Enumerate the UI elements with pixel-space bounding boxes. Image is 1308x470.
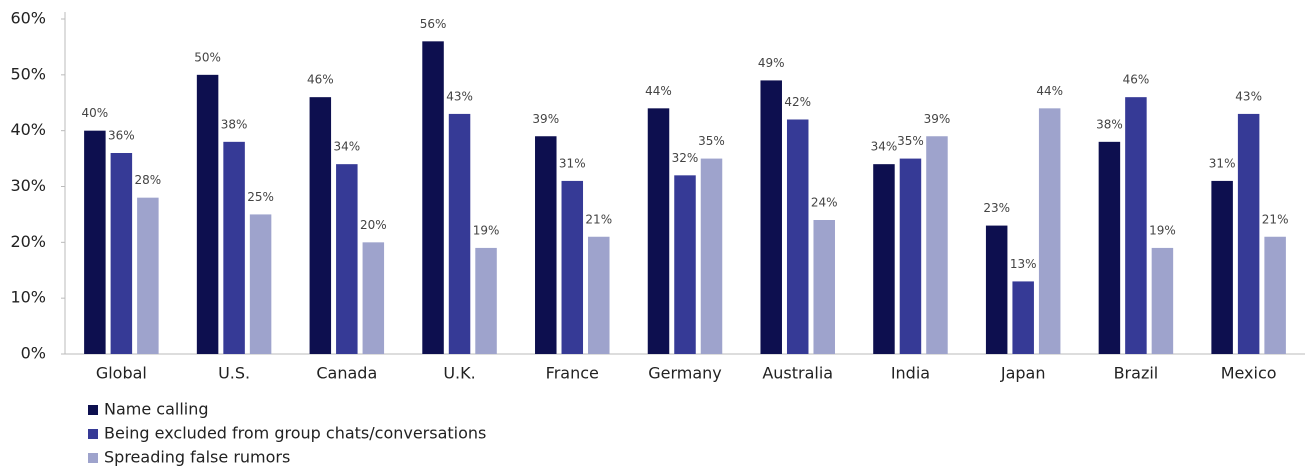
bar	[309, 97, 332, 355]
value-label: 32%	[672, 151, 699, 165]
x-tick-label: Germany	[648, 364, 722, 383]
legend-swatch	[88, 405, 98, 415]
value-label: 34%	[333, 140, 360, 154]
bar	[223, 141, 245, 354]
bar	[985, 225, 1008, 354]
bar	[1098, 141, 1121, 354]
value-label: 21%	[585, 212, 612, 226]
bar	[899, 158, 922, 354]
value-label: 39%	[532, 112, 559, 126]
value-label: 28%	[135, 173, 162, 187]
x-tick-label: France	[546, 364, 599, 383]
value-label: 44%	[645, 84, 672, 98]
x-tick-label: Japan	[1000, 364, 1046, 383]
bar	[588, 236, 610, 354]
value-label: 31%	[1209, 156, 1236, 170]
y-tick-label: 50%	[10, 64, 46, 83]
x-tick-label: Australia	[762, 364, 833, 383]
value-label: 20%	[360, 218, 387, 232]
value-label: 34%	[871, 140, 898, 154]
x-tick-label: India	[891, 364, 930, 383]
x-tick-label: U.S.	[218, 364, 250, 383]
bar	[873, 164, 895, 354]
value-label: 44%	[1036, 84, 1063, 98]
bar	[362, 242, 385, 354]
value-label: 38%	[1096, 117, 1123, 131]
bar	[535, 136, 557, 354]
bar	[700, 158, 723, 354]
bar	[1125, 97, 1147, 355]
y-tick-label: 60%	[10, 9, 46, 28]
y-tick-label: 10%	[10, 288, 46, 307]
value-label: 36%	[108, 129, 135, 143]
value-label: 43%	[446, 89, 473, 103]
bar	[1211, 180, 1233, 354]
value-label: 46%	[307, 73, 334, 87]
value-label: 13%	[1010, 257, 1037, 271]
bar	[84, 130, 106, 354]
bar	[1012, 281, 1034, 354]
bar	[1151, 247, 1174, 354]
bar	[926, 136, 948, 354]
value-label: 42%	[784, 95, 811, 109]
bar	[137, 197, 159, 354]
value-label: 24%	[811, 196, 838, 210]
value-label: 49%	[758, 56, 785, 70]
value-label: 50%	[194, 50, 221, 64]
bar	[422, 41, 444, 354]
x-tick-label: Canada	[316, 364, 377, 383]
bar	[1237, 113, 1260, 355]
y-tick-label: 20%	[10, 232, 46, 251]
x-tick-label: Global	[96, 364, 147, 383]
legend-label: Being excluded from group chats/conversa…	[104, 424, 486, 443]
bar	[561, 180, 584, 354]
legend-label: Spreading false rumors	[104, 448, 290, 467]
x-tick-label: U.K.	[443, 364, 475, 383]
bar	[760, 80, 782, 355]
bar	[448, 113, 471, 355]
value-label: 23%	[983, 201, 1010, 215]
value-label: 39%	[924, 112, 951, 126]
value-label: 56%	[420, 17, 447, 31]
value-label: 21%	[1262, 212, 1289, 226]
bar	[196, 74, 219, 354]
value-label: 40%	[82, 106, 109, 120]
x-tick-label: Brazil	[1114, 364, 1159, 383]
bar	[475, 247, 497, 354]
value-label: 19%	[1149, 223, 1176, 237]
bar	[674, 175, 696, 354]
y-tick-label: 30%	[10, 176, 46, 195]
bar	[786, 119, 809, 354]
legend-swatch	[88, 453, 98, 463]
bar	[1264, 236, 1286, 354]
bar	[110, 153, 133, 354]
x-tick-label: Mexico	[1221, 364, 1277, 383]
bar	[1038, 108, 1061, 354]
value-label: 35%	[698, 134, 725, 148]
value-label: 19%	[473, 223, 500, 237]
value-label: 38%	[221, 117, 248, 131]
y-tick-label: 0%	[21, 344, 46, 363]
value-label: 31%	[559, 156, 586, 170]
bar	[336, 164, 358, 354]
value-label: 35%	[897, 134, 924, 148]
legend-label: Name calling	[104, 400, 209, 419]
legend-swatch	[88, 429, 98, 439]
bar	[813, 220, 835, 354]
value-label: 43%	[1235, 89, 1262, 103]
bar	[647, 108, 670, 354]
y-tick-label: 40%	[10, 120, 46, 139]
value-label: 25%	[247, 190, 274, 204]
bar	[249, 214, 272, 354]
value-label: 46%	[1123, 73, 1150, 87]
